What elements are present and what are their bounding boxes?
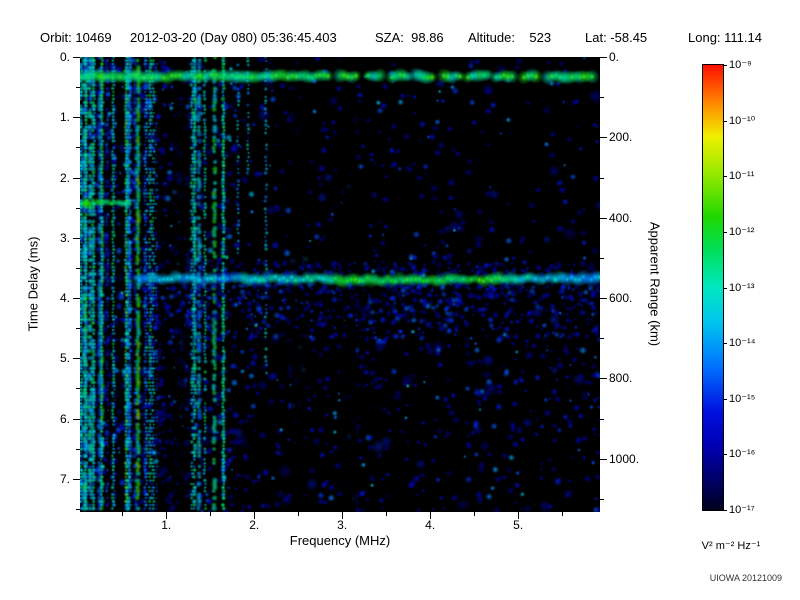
colorbar-tick-label: 10⁻¹⁰ bbox=[729, 114, 756, 127]
x-axis-tick bbox=[342, 512, 344, 519]
y-axis-left-tick-label: 5. bbox=[59, 351, 70, 366]
x-axis-minor-tick bbox=[474, 512, 476, 516]
y-axis-left-minor-tick bbox=[76, 87, 80, 89]
colorbar-tick-label: 10⁻¹¹ bbox=[729, 170, 755, 183]
y-axis-right-tick bbox=[600, 137, 607, 139]
colorbar-tick bbox=[724, 231, 727, 233]
x-axis-tick bbox=[518, 512, 520, 519]
y-axis-left-tick bbox=[73, 237, 80, 239]
y-axis-left-tick bbox=[73, 358, 80, 360]
y-axis-right-tick bbox=[600, 458, 607, 460]
y-axis-right-tick bbox=[600, 378, 607, 380]
y-axis-right-tick bbox=[600, 57, 607, 58]
colorbar-tick-label: 10⁻¹⁴ bbox=[729, 337, 756, 350]
x-axis-tick-label: 2. bbox=[249, 518, 260, 532]
y-axis-left-minor-tick bbox=[76, 267, 80, 269]
y-axis-left-minor-tick bbox=[76, 388, 80, 390]
header-orbit: Orbit: 10469 bbox=[40, 30, 112, 45]
header-datetime: 2012-03-20 (Day 080) 05:36:45.403 bbox=[130, 30, 337, 45]
colorbar-tick bbox=[724, 398, 727, 400]
y-axis-right-tick-label: 600. bbox=[609, 291, 633, 306]
colorbar bbox=[702, 64, 724, 511]
x-axis-tick-label: 1. bbox=[161, 518, 172, 532]
y-axis-right-tick-label: 400. bbox=[609, 210, 633, 225]
y-axis-left-label: Time Delay (ms) bbox=[25, 236, 41, 332]
y-axis-left-tick bbox=[73, 298, 80, 300]
y-axis-left-tick-label: 6. bbox=[59, 411, 70, 426]
colorbar-units-label: V² m⁻² Hz⁻¹ bbox=[701, 540, 761, 552]
colorbar-tick-label: 10⁻¹² bbox=[729, 225, 755, 238]
header-long: Long: 111.14 bbox=[688, 30, 762, 45]
y-axis-left-tick-label: 0. bbox=[59, 50, 70, 64]
y-axis-left-tick bbox=[73, 177, 80, 179]
y-axis-right-minor-tick bbox=[600, 257, 604, 259]
header-altitude: Altitude: 523 bbox=[468, 30, 552, 45]
y-axis-right-minor-tick bbox=[600, 498, 604, 500]
x-axis-minor-tick bbox=[298, 512, 300, 516]
y-axis-right-tick-label: 0. bbox=[609, 50, 620, 64]
x-axis-minor-tick bbox=[386, 512, 388, 516]
x-axis-minor-tick bbox=[122, 512, 124, 516]
colorbar-tick-label: 10⁻¹³ bbox=[729, 281, 755, 294]
colorbar-tick bbox=[724, 287, 727, 289]
x-axis-tick-label: 4. bbox=[425, 518, 436, 532]
y-axis-left-tick bbox=[73, 57, 80, 58]
colorbar-tick-label: 10⁻¹⁵ bbox=[729, 392, 756, 405]
x-axis-tick bbox=[430, 512, 432, 519]
colorbar-tick bbox=[724, 176, 727, 178]
header-sza: SZA: 98.86 bbox=[375, 30, 444, 45]
y-axis-left-tick-label: 2. bbox=[59, 170, 70, 185]
x-axis-tick-label: 5. bbox=[513, 518, 524, 532]
credit-text: UIOWA 20121009 bbox=[709, 573, 782, 583]
y-axis-left-tick-label: 4. bbox=[59, 291, 70, 306]
y-axis-left-tick-label: 1. bbox=[59, 110, 70, 125]
y-axis-right-minor-tick bbox=[600, 418, 604, 420]
y-axis-left-minor-tick bbox=[76, 147, 80, 149]
colorbar-tick bbox=[724, 120, 727, 122]
header-row: Orbit: 10469 2012-03-20 (Day 080) 05:36:… bbox=[0, 30, 800, 46]
colorbar-tick-label: 10⁻⁹ bbox=[729, 59, 752, 71]
y-axis-right-label: Apparent Range (km) bbox=[647, 221, 663, 347]
y-axis-right-tick-label: 800. bbox=[609, 371, 633, 386]
colorbar-tick bbox=[724, 454, 727, 456]
y-axis-left-tick bbox=[73, 418, 80, 420]
x-axis-tick-label: 3. bbox=[337, 518, 348, 532]
header-lat: Lat: -58.45 bbox=[585, 30, 648, 45]
y-axis-right-tick-label: 1000. bbox=[609, 451, 640, 466]
y-axis-left-minor-tick bbox=[76, 448, 80, 450]
colorbar-tick bbox=[724, 65, 727, 66]
y-axis-left-tick bbox=[73, 478, 80, 480]
colorbar-tick bbox=[724, 510, 727, 511]
y-axis-right-tick bbox=[600, 217, 607, 219]
x-axis-minor-tick bbox=[210, 512, 212, 516]
y-axis-right-minor-tick bbox=[600, 177, 604, 179]
spectrogram-canvas bbox=[80, 57, 600, 512]
colorbar-tick-label: 10⁻¹⁷ bbox=[729, 504, 755, 516]
y-axis-right-tick bbox=[600, 298, 607, 300]
x-axis-tick bbox=[254, 512, 256, 519]
y-axis-left-tick bbox=[73, 117, 80, 119]
x-axis-tick bbox=[166, 512, 168, 519]
y-axis-right-minor-tick bbox=[600, 97, 604, 99]
y-axis-right-tick-label: 200. bbox=[609, 130, 633, 145]
x-axis-label: Frequency (MHz) bbox=[289, 533, 391, 548]
y-axis-right-minor-tick bbox=[600, 338, 604, 340]
y-axis-left-tick-label: 3. bbox=[59, 230, 70, 245]
y-axis-left-minor-tick bbox=[76, 328, 80, 330]
colorbar-tick-label: 10⁻¹⁶ bbox=[729, 448, 756, 461]
y-axis-left-minor-tick bbox=[76, 508, 80, 510]
y-axis-left-tick-label: 7. bbox=[59, 471, 70, 486]
y-axis-left-minor-tick bbox=[76, 207, 80, 209]
x-axis-minor-tick bbox=[562, 512, 564, 516]
colorbar-tick bbox=[724, 343, 727, 345]
